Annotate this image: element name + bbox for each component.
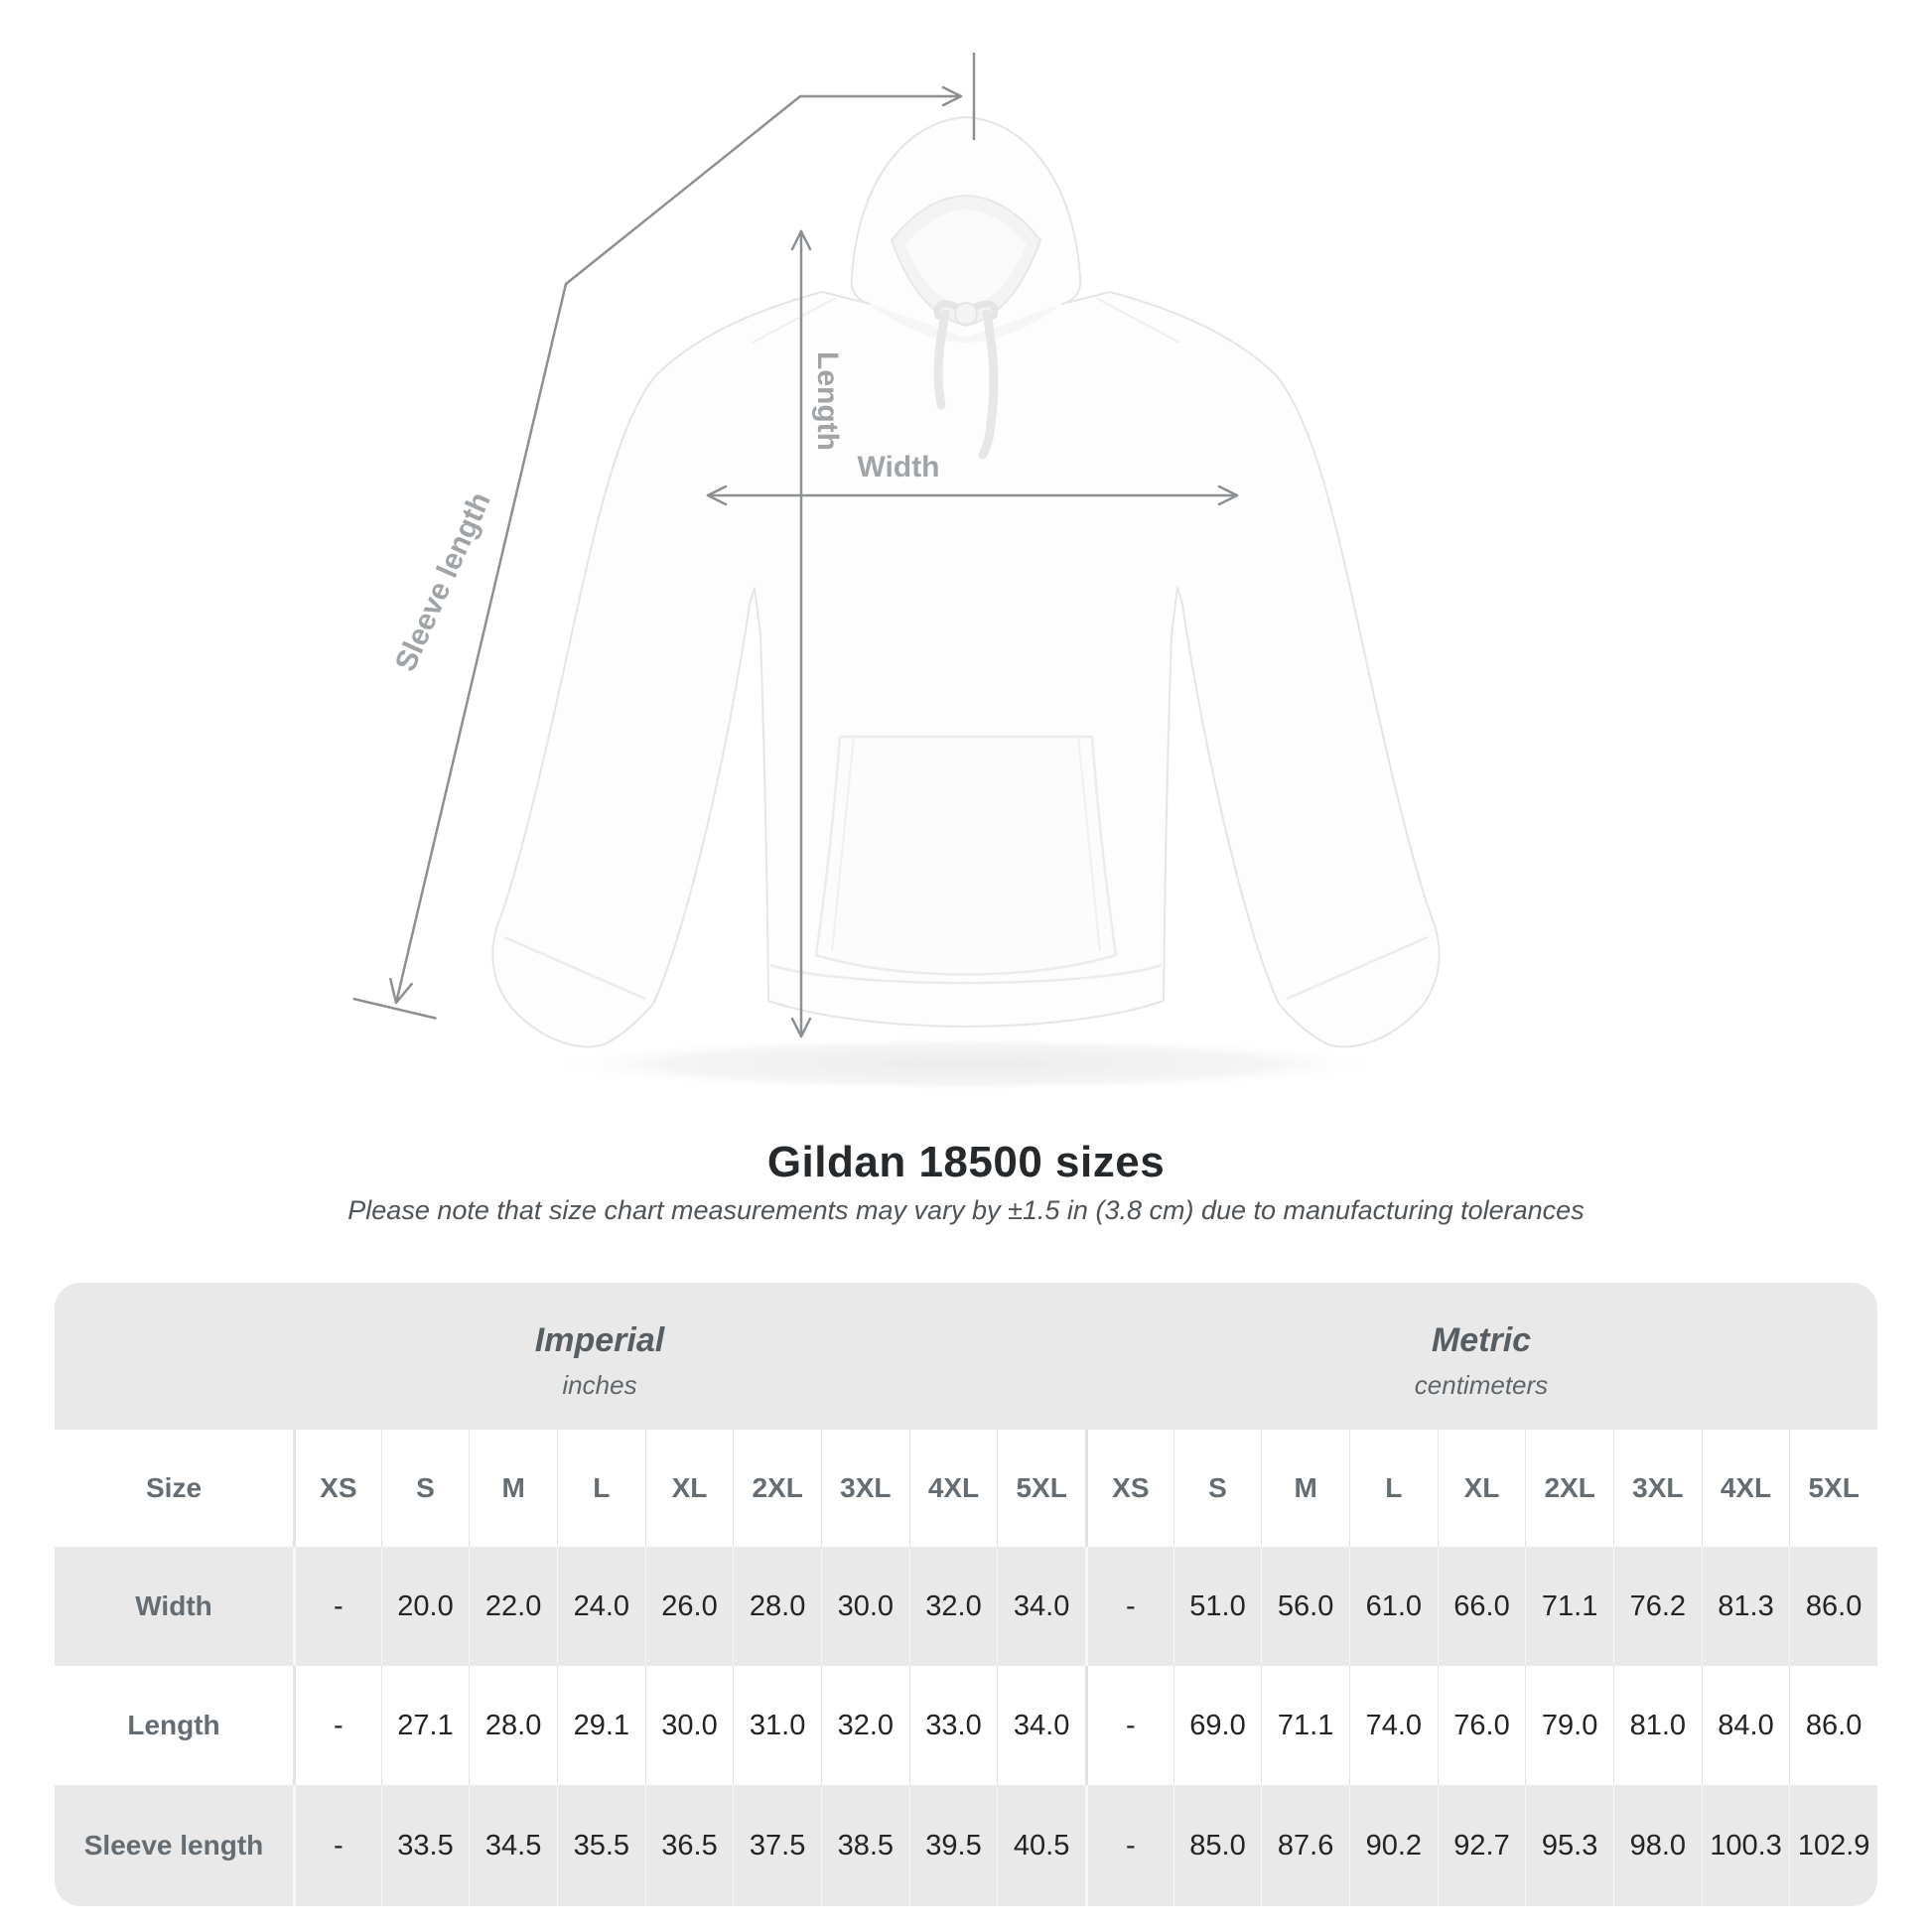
table-cell: 81.0 bbox=[1612, 1666, 1702, 1785]
table-cell: 22.0 bbox=[469, 1547, 557, 1666]
table-cell: 39.5 bbox=[908, 1785, 998, 1906]
row-label: Width bbox=[55, 1547, 293, 1666]
column-header: 3XL bbox=[820, 1430, 909, 1547]
column-header: 5XL bbox=[1789, 1430, 1877, 1547]
column-header: S bbox=[1173, 1430, 1262, 1547]
table-cell: 38.5 bbox=[820, 1785, 909, 1906]
kangaroo-pocket bbox=[814, 735, 1118, 976]
table-cell: 69.0 bbox=[1173, 1666, 1262, 1785]
table-cell: 86.0 bbox=[1789, 1666, 1877, 1785]
table-cell: 31.0 bbox=[733, 1666, 821, 1785]
table-cell: 34.5 bbox=[469, 1785, 557, 1906]
column-header: 2XL bbox=[733, 1430, 821, 1547]
row-label: Length bbox=[55, 1666, 293, 1785]
table-cell: 86.0 bbox=[1789, 1547, 1877, 1666]
row-label: Sleeve length bbox=[55, 1785, 293, 1906]
column-header: XS bbox=[293, 1430, 381, 1547]
sleeve-length-bottom-tick bbox=[352, 997, 437, 1020]
width-label: Width bbox=[857, 451, 939, 483]
table-cell: 32.0 bbox=[908, 1547, 998, 1666]
table-cell: 36.5 bbox=[644, 1785, 734, 1906]
table-cell: 92.7 bbox=[1437, 1785, 1526, 1906]
column-header: XL bbox=[1437, 1430, 1526, 1547]
table-cell: 71.1 bbox=[1261, 1666, 1349, 1785]
table-cell: - bbox=[1084, 1666, 1173, 1785]
table-cell: 84.0 bbox=[1701, 1666, 1790, 1785]
column-header: XS bbox=[1084, 1430, 1173, 1547]
table-cell: 34.0 bbox=[997, 1547, 1085, 1666]
hoodie-illustration bbox=[491, 116, 1441, 1048]
column-header: XL bbox=[644, 1430, 734, 1547]
table-cell: 74.0 bbox=[1348, 1666, 1438, 1785]
table-cell: 40.5 bbox=[997, 1785, 1085, 1906]
table-cell: 37.5 bbox=[733, 1785, 821, 1906]
table-cell: 32.0 bbox=[820, 1666, 909, 1785]
table-cell: - bbox=[293, 1547, 381, 1666]
column-header: 5XL bbox=[997, 1430, 1085, 1547]
length-label: Length bbox=[811, 351, 844, 451]
table-cell: 30.0 bbox=[644, 1666, 734, 1785]
table-cell: 61.0 bbox=[1348, 1547, 1438, 1666]
measurement-annotations bbox=[352, 52, 1239, 1038]
corner-header: Size bbox=[55, 1430, 293, 1547]
table-cell: 26.0 bbox=[644, 1547, 734, 1666]
table-cell: 90.2 bbox=[1348, 1785, 1438, 1906]
table-cell: - bbox=[1084, 1785, 1173, 1906]
imperial-units: inches bbox=[562, 1370, 637, 1400]
imperial-section-header: Imperial inches bbox=[55, 1283, 1085, 1430]
table-cell: 28.0 bbox=[733, 1547, 821, 1666]
table-cell: 100.3 bbox=[1701, 1785, 1790, 1906]
drawstring-right bbox=[978, 309, 999, 460]
table-cell: 81.3 bbox=[1701, 1547, 1790, 1666]
table-cell: 71.1 bbox=[1525, 1547, 1613, 1666]
table-cell: 33.5 bbox=[380, 1785, 470, 1906]
table-cell: 66.0 bbox=[1437, 1547, 1526, 1666]
table-cell: 56.0 bbox=[1261, 1547, 1349, 1666]
metric-section-header: Metric centimeters bbox=[1084, 1283, 1877, 1430]
column-header: L bbox=[556, 1430, 645, 1547]
table-cell: 87.6 bbox=[1261, 1785, 1349, 1906]
metric-label: Metric bbox=[1431, 1321, 1532, 1359]
hoodie-shadow bbox=[539, 1036, 1393, 1092]
page-title: Gildan 18500 sizes bbox=[766, 1138, 1166, 1186]
metric-units: centimeters bbox=[1414, 1370, 1549, 1400]
column-header: M bbox=[469, 1430, 557, 1547]
column-header: 2XL bbox=[1525, 1430, 1613, 1547]
table-cell: 35.5 bbox=[556, 1785, 645, 1906]
table-cell: 102.9 bbox=[1789, 1785, 1877, 1906]
table-cell: 20.0 bbox=[380, 1547, 470, 1666]
table-cell: 28.0 bbox=[469, 1666, 557, 1785]
table-cell: 79.0 bbox=[1525, 1666, 1613, 1785]
table-cell: 33.0 bbox=[908, 1666, 998, 1785]
table-cell: 85.0 bbox=[1173, 1785, 1262, 1906]
column-header: S bbox=[380, 1430, 470, 1547]
sleeve-length-line bbox=[394, 94, 963, 1005]
column-header: 4XL bbox=[908, 1430, 998, 1547]
column-header: M bbox=[1261, 1430, 1349, 1547]
imperial-label: Imperial bbox=[534, 1321, 665, 1359]
drawstring-left bbox=[933, 309, 950, 410]
table-cell: 98.0 bbox=[1612, 1785, 1702, 1906]
table-cell: - bbox=[293, 1666, 381, 1785]
column-header: 4XL bbox=[1701, 1430, 1790, 1547]
size-chart-table: Imperial inches Metric centimeters Size … bbox=[55, 1283, 1877, 1906]
table-cell: 95.3 bbox=[1525, 1785, 1613, 1906]
table-cell: 34.0 bbox=[997, 1666, 1085, 1785]
table-cell: - bbox=[293, 1785, 381, 1906]
table-cell: 30.0 bbox=[820, 1547, 909, 1666]
table-cell: 27.1 bbox=[380, 1666, 470, 1785]
table-cell: 29.1 bbox=[556, 1666, 645, 1785]
table-cell: 24.0 bbox=[556, 1547, 645, 1666]
page-subtitle: Please note that size chart measurements… bbox=[347, 1195, 1585, 1225]
column-header: 3XL bbox=[1612, 1430, 1702, 1547]
table-cell: 76.2 bbox=[1612, 1547, 1702, 1666]
table-cell: 76.0 bbox=[1437, 1666, 1526, 1785]
table-cell: 51.0 bbox=[1173, 1547, 1262, 1666]
table-cell: - bbox=[1084, 1547, 1173, 1666]
column-header: L bbox=[1348, 1430, 1438, 1547]
hoodie-measurement-diagram: Width Length Sleeve length bbox=[352, 52, 1441, 1092]
